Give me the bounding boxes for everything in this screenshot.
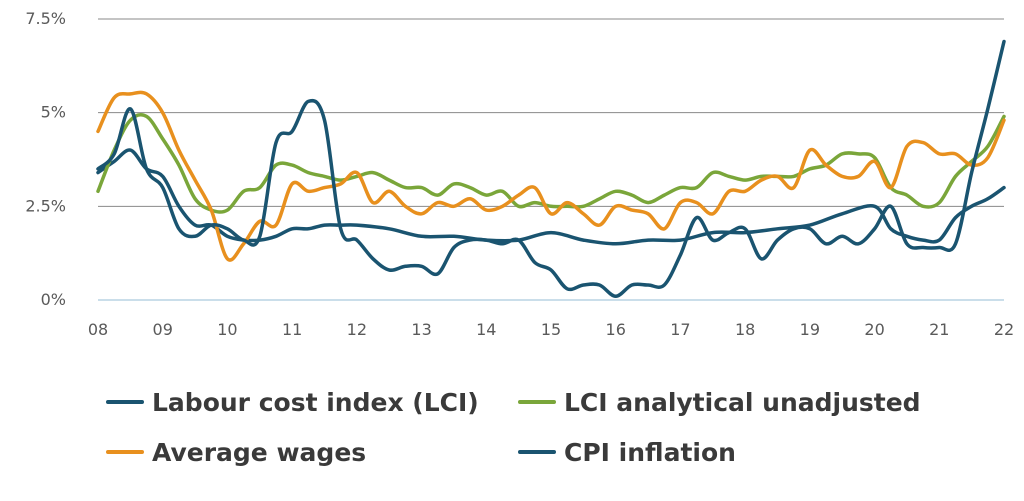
- x-tick-label: 12: [347, 320, 367, 339]
- series-lines: [96, 39, 1006, 299]
- legend: Labour cost index (LCI) LCI analytical un…: [106, 388, 921, 467]
- y-tick-label: 0%: [41, 290, 66, 309]
- y-tick-label: 2.5%: [25, 196, 66, 215]
- y-tick-label: 5%: [41, 103, 66, 122]
- x-tick-label: 10: [217, 320, 237, 339]
- y-tick-label: 7.5%: [25, 9, 66, 28]
- legend-label: CPI inflation: [564, 438, 736, 467]
- x-axis-tick-labels: 08 09 10 11 12 13 14 15 16 17 18 19 20 21 22: [88, 320, 1014, 339]
- legend-label: Average wages: [152, 438, 366, 467]
- x-tick-label: 22: [994, 320, 1014, 339]
- x-tick-label: 20: [864, 320, 884, 339]
- x-tick-label: 18: [735, 320, 755, 339]
- legend-label: Labour cost index (LCI): [152, 388, 479, 417]
- series-line-cpi-inflation: [96, 39, 1006, 299]
- x-tick-label: 21: [929, 320, 949, 339]
- x-tick-label: 19: [800, 320, 820, 339]
- x-tick-label: 17: [670, 320, 690, 339]
- series-line-average-wages: [96, 90, 1006, 262]
- gridlines: [98, 18, 1004, 301]
- x-tick-label: 14: [476, 320, 496, 339]
- x-tick-label: 09: [153, 320, 173, 339]
- x-tick-label: 13: [411, 320, 431, 339]
- y-axis-tick-labels: 0% 2.5% 5% 7.5%: [25, 9, 66, 309]
- x-tick-label: 11: [282, 320, 302, 339]
- legend-label: LCI analytical unadjusted: [564, 388, 921, 417]
- x-tick-label: 08: [88, 320, 108, 339]
- x-tick-label: 16: [606, 320, 626, 339]
- series-line-lci-analytical-unadjusted: [96, 112, 1006, 214]
- x-tick-label: 15: [541, 320, 561, 339]
